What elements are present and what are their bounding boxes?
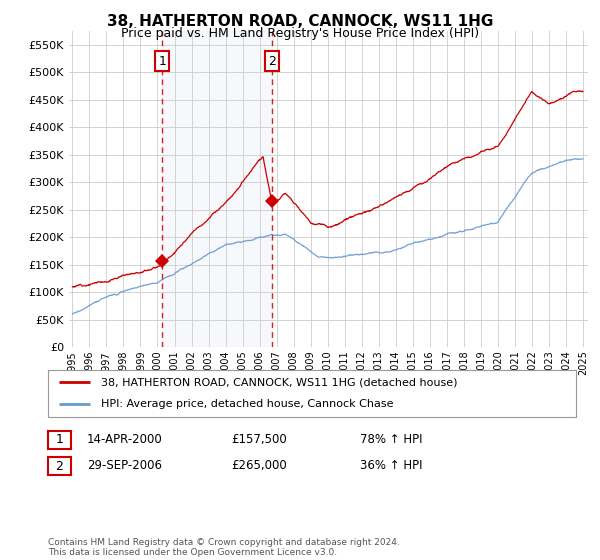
Text: 36% ↑ HPI: 36% ↑ HPI — [360, 459, 422, 473]
Text: 78% ↑ HPI: 78% ↑ HPI — [360, 433, 422, 446]
Text: 38, HATHERTON ROAD, CANNOCK, WS11 1HG: 38, HATHERTON ROAD, CANNOCK, WS11 1HG — [107, 14, 493, 29]
Text: 2: 2 — [55, 460, 64, 473]
Text: £265,000: £265,000 — [231, 459, 287, 473]
Text: HPI: Average price, detached house, Cannock Chase: HPI: Average price, detached house, Cann… — [101, 399, 394, 409]
Text: Price paid vs. HM Land Registry's House Price Index (HPI): Price paid vs. HM Land Registry's House … — [121, 27, 479, 40]
Text: 14-APR-2000: 14-APR-2000 — [87, 433, 163, 446]
Bar — [163, 31, 272, 347]
Text: 1: 1 — [55, 433, 64, 446]
Text: 29-SEP-2006: 29-SEP-2006 — [87, 459, 162, 473]
Text: £157,500: £157,500 — [231, 433, 287, 446]
Text: 38, HATHERTON ROAD, CANNOCK, WS11 1HG (detached house): 38, HATHERTON ROAD, CANNOCK, WS11 1HG (d… — [101, 377, 457, 388]
Text: 2: 2 — [268, 54, 276, 68]
Text: Contains HM Land Registry data © Crown copyright and database right 2024.
This d: Contains HM Land Registry data © Crown c… — [48, 538, 400, 557]
Text: 1: 1 — [158, 54, 166, 68]
